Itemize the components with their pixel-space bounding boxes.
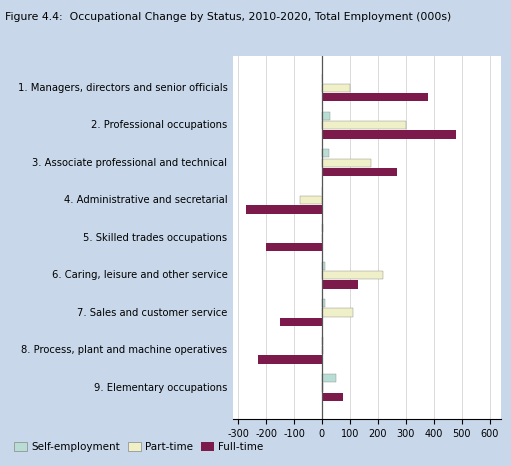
- Bar: [322, 393, 343, 401]
- Bar: [322, 93, 428, 101]
- Bar: [322, 281, 358, 288]
- Text: 2. Professional occupations: 2. Professional occupations: [91, 120, 227, 130]
- Text: 9. Elementary occupations: 9. Elementary occupations: [94, 383, 227, 392]
- Bar: [280, 318, 322, 326]
- Bar: [322, 384, 323, 391]
- Bar: [322, 271, 383, 279]
- Bar: [322, 336, 323, 345]
- Bar: [322, 299, 324, 308]
- Bar: [322, 121, 406, 130]
- Text: 4. Administrative and secretarial: 4. Administrative and secretarial: [64, 195, 227, 205]
- Text: 3. Associate professional and technical: 3. Associate professional and technical: [32, 158, 227, 168]
- Bar: [322, 168, 398, 176]
- Text: 8. Process, plant and machine operatives: 8. Process, plant and machine operatives: [21, 345, 227, 355]
- Bar: [322, 112, 330, 120]
- Bar: [322, 130, 456, 139]
- Bar: [322, 261, 324, 270]
- Text: 7. Sales and customer service: 7. Sales and customer service: [77, 308, 227, 318]
- Bar: [246, 206, 322, 214]
- Bar: [322, 158, 371, 167]
- Bar: [322, 308, 353, 317]
- Bar: [322, 149, 329, 158]
- Text: 5. Skilled trades occupations: 5. Skilled trades occupations: [83, 233, 227, 243]
- Text: Figure 4.4:  Occupational Change by Status, 2010-2020, Total Employment (000s): Figure 4.4: Occupational Change by Statu…: [5, 12, 451, 21]
- Bar: [299, 196, 322, 204]
- Legend: Self-employment, Part-time, Full-time: Self-employment, Part-time, Full-time: [10, 438, 267, 456]
- Text: 1. Managers, directors and senior officials: 1. Managers, directors and senior offici…: [17, 83, 227, 93]
- Bar: [322, 346, 323, 354]
- Bar: [266, 243, 322, 251]
- Bar: [258, 355, 322, 363]
- Bar: [322, 224, 323, 233]
- Text: 6. Caring, leisure and other service: 6. Caring, leisure and other service: [52, 270, 227, 280]
- Bar: [322, 374, 336, 382]
- Bar: [322, 84, 350, 92]
